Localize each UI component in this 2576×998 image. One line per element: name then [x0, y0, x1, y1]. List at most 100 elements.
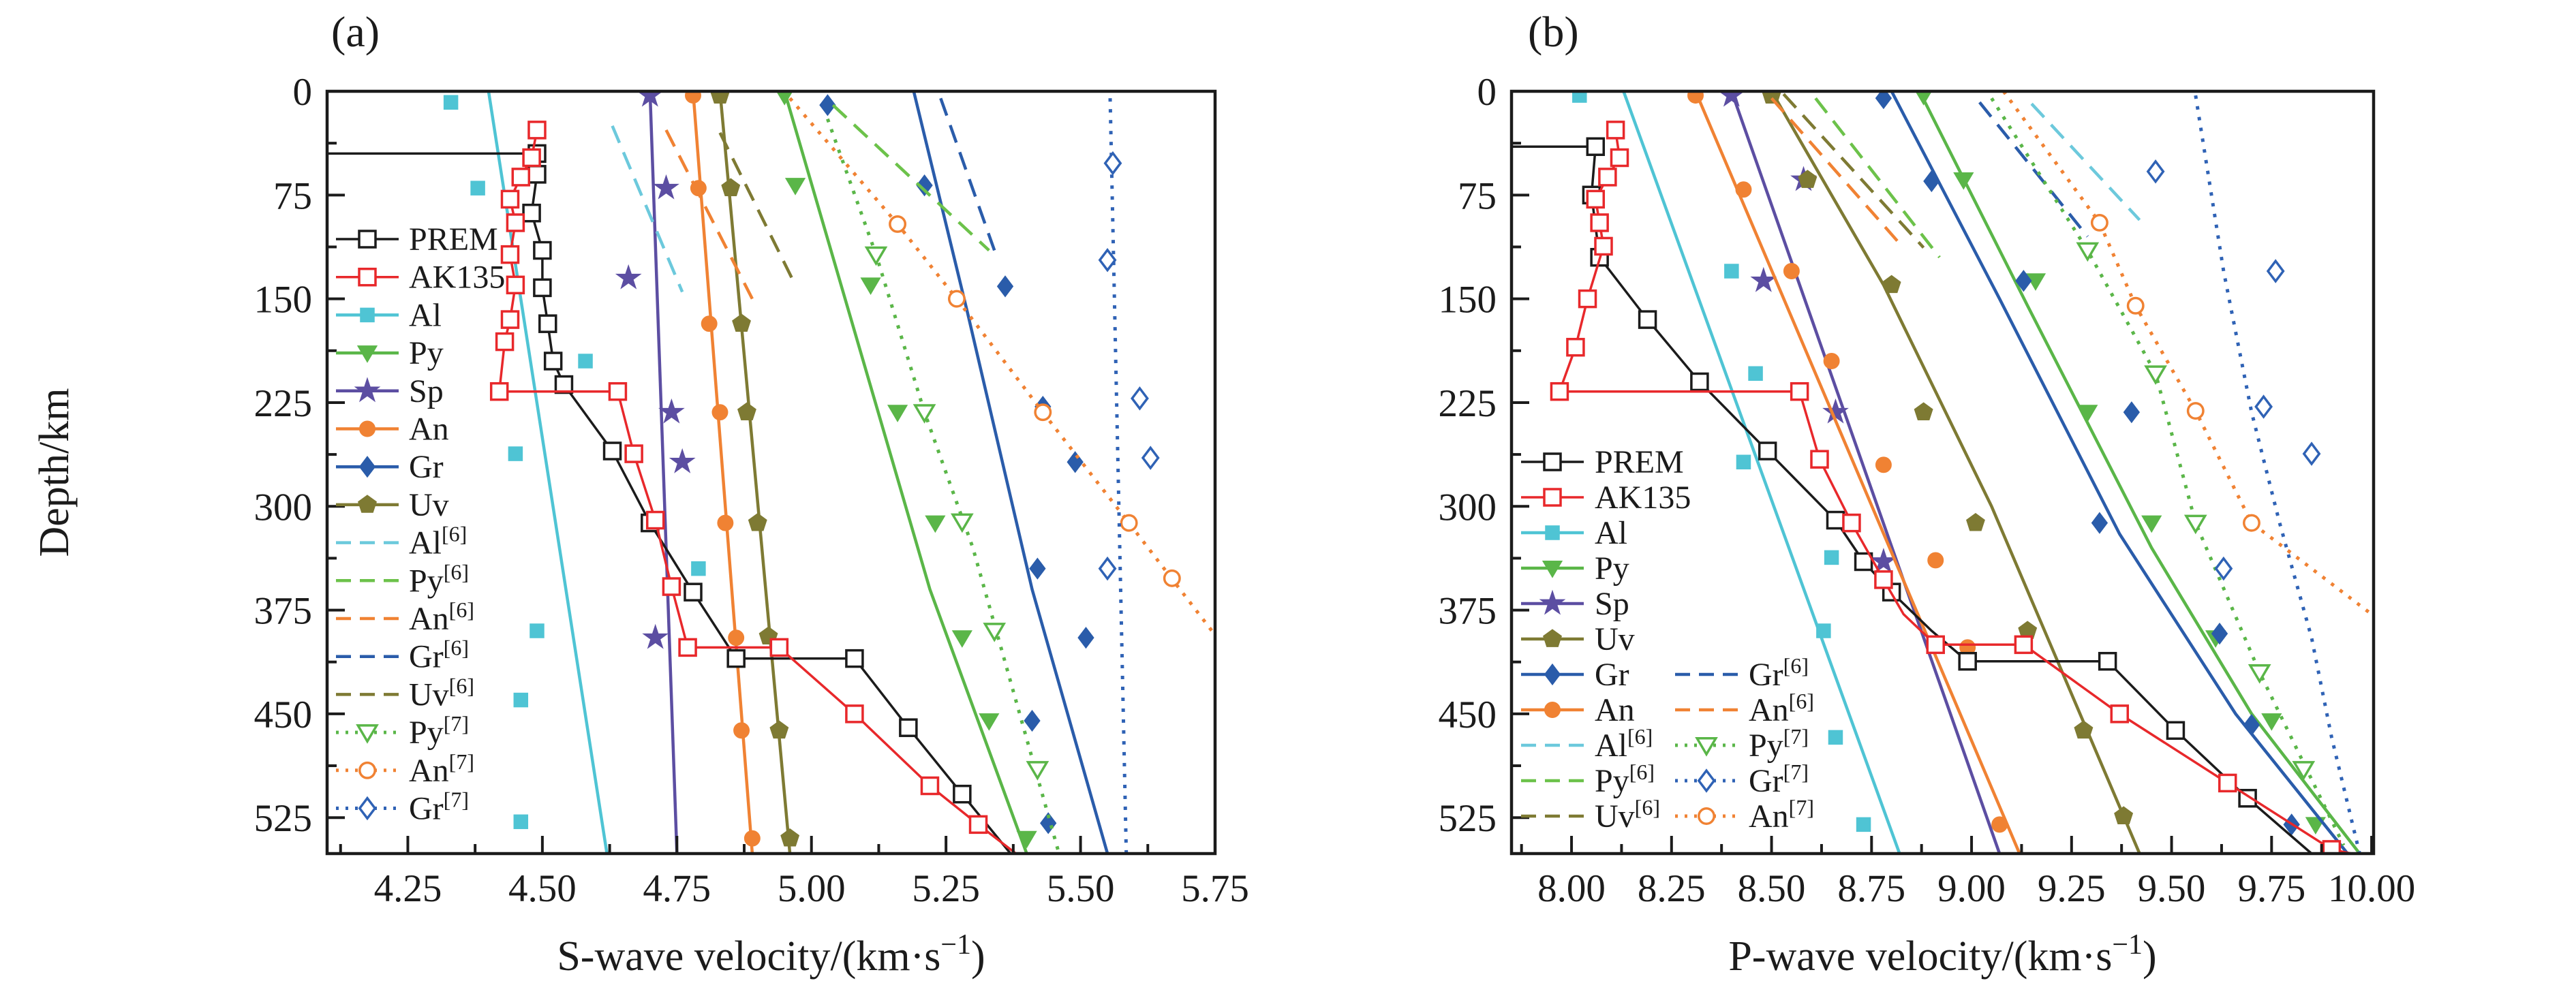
legend-marker-Gr — [1544, 663, 1561, 686]
legend-item-b-Al6: Al[6] — [1521, 724, 1653, 764]
series-a-Al-marker — [691, 561, 706, 576]
x-tick-label: 10.00 — [2328, 867, 2415, 910]
legend-marker-An7 — [1698, 807, 1715, 825]
series-a-PREM-marker — [554, 375, 574, 394]
series-b-Gr7-marker — [2146, 159, 2165, 184]
legend-marker-An7 — [358, 761, 376, 779]
legend-label-AK135: AK135 — [409, 260, 505, 296]
series-a-An-markers — [685, 90, 761, 847]
y-tick-label: 75 — [1458, 174, 1497, 217]
series-a-An7-marker — [1034, 403, 1052, 422]
series-b-Py6-line — [1814, 97, 1941, 259]
series-b-Py-marker — [2077, 405, 2098, 422]
series-b-Py7-marker — [2248, 664, 2271, 684]
legend-label-An: An — [409, 411, 449, 448]
x-tick-label: 4.75 — [643, 867, 711, 910]
legend-item-b-Py6: Py[6] — [1521, 760, 1655, 799]
x-tick-label: 9.25 — [2038, 867, 2106, 910]
series-a-Py-markers — [775, 90, 1037, 849]
series-b-Uv6-line — [1782, 93, 1925, 249]
series-a-Gr-marker — [1029, 557, 1046, 580]
x-tick-label: 8.25 — [1638, 867, 1706, 910]
legend-item-b-AK135: AK135 — [1521, 480, 1691, 516]
series-b-PREM-marker — [2098, 651, 2117, 671]
series-b-Uv-marker — [2114, 806, 2134, 825]
series-b-Gr7-marker — [2266, 259, 2285, 283]
series-b-Al-line — [1622, 91, 1901, 854]
series-a-AK135-marker — [845, 704, 864, 723]
series-a-Gr7-marker — [1131, 386, 1149, 411]
series-b-Py7-marker — [2076, 242, 2100, 262]
legend-item-a-Gr6: Gr[6] — [336, 636, 469, 675]
series-a-Py7-marker — [950, 513, 974, 533]
legend-item-b-PREM: PREM — [1521, 444, 1684, 480]
series-b-AK135-marker — [1610, 148, 1629, 168]
legend-marker-Sp — [354, 377, 381, 403]
series-a-An-line — [691, 91, 754, 854]
series-b-An-marker — [1927, 552, 1944, 569]
legend-label-Gr6: Gr[6] — [1749, 653, 1809, 693]
series-a-An7-line — [788, 97, 1216, 636]
legend-label-Al: Al — [409, 297, 442, 333]
series-b-PREM-marker — [1958, 651, 1977, 671]
series-b-Al6-line — [2030, 102, 2141, 221]
series-a-Uv-marker — [769, 720, 789, 739]
legend-label-Uv6: Uv[6] — [409, 673, 474, 713]
series-b-Uv-marker — [1966, 512, 1985, 531]
series-b-AK135-marker — [1810, 450, 1829, 469]
series-a-An7-marker — [947, 290, 966, 308]
legend-marker-An — [359, 420, 375, 437]
y-tick-label: 375 — [254, 590, 313, 633]
x-tick-label: 9.50 — [2138, 867, 2206, 910]
series-b-Al-marker — [1828, 730, 1843, 745]
legend-label-Py6: Py[6] — [1595, 760, 1655, 799]
legend-item-a-Al6: Al[6] — [336, 522, 467, 561]
series-a-Al-marker — [508, 446, 523, 461]
panel-b-title: (b) — [1528, 7, 1579, 56]
series-a-An-marker — [733, 722, 750, 739]
series-b-Uv-marker — [1798, 170, 1818, 188]
series-b-Gr7-marker — [2302, 441, 2321, 466]
series-b-AK135-marker — [1598, 168, 1617, 187]
x-tick-label: 9.75 — [2237, 867, 2305, 910]
series-b-PREM-marker — [1638, 310, 1657, 329]
y-tick-label: 300 — [254, 486, 313, 529]
legend-label-Py: Py — [1595, 550, 1629, 587]
legend-item-a-Uv: Uv — [336, 487, 449, 523]
legend-label-Gr: Gr — [1595, 657, 1629, 693]
series-b-AK135-marker — [1926, 635, 1945, 655]
legend-marker-Gr7 — [358, 796, 377, 821]
series-a-AK135-marker — [920, 776, 940, 796]
x-tick-label: 4.50 — [508, 867, 577, 910]
series-a-AK135-marker — [624, 444, 643, 463]
series-b-AK135-marker — [2322, 840, 2342, 855]
series-a-PREM-marker — [543, 352, 563, 371]
series-b-Al-marker — [1748, 366, 1763, 381]
series-a-Sp-markers — [615, 90, 696, 649]
series-a-AK135-marker — [645, 510, 665, 530]
series-a-Gr-marker — [1024, 709, 1041, 732]
series-b-An-marker — [1991, 816, 2008, 833]
legend-item-a-Sp: Sp — [336, 373, 444, 409]
series-b-An7-marker — [2186, 402, 2205, 420]
series-a-An7-markers — [889, 215, 1181, 587]
legend-label-Uv: Uv — [409, 487, 449, 523]
series-b-Sp-marker — [1750, 266, 1777, 292]
series-b-AK135-marker — [2218, 773, 2237, 793]
series-a-PREM-marker — [899, 718, 918, 737]
y-tick-label: 450 — [1439, 693, 1497, 736]
series-b-Al-marker — [1856, 817, 1871, 832]
series-b-Uv-line — [1770, 90, 2141, 854]
series-a-PREM-marker — [533, 240, 552, 260]
series-b-AK135-marker — [1566, 337, 1585, 357]
series-b-Py-marker — [2141, 515, 2162, 533]
panel-b-series — [1512, 90, 2373, 855]
series-a-An-marker — [717, 514, 734, 531]
legend-marker-Sp — [1539, 589, 1566, 615]
series-a-Uv-marker — [780, 828, 800, 847]
legend-label-Uv6: Uv[6] — [1595, 795, 1660, 835]
series-b-An7-line — [2002, 90, 2373, 616]
legend-item-a-An6: An[6] — [336, 597, 474, 637]
series-b-Gr-marker — [2211, 622, 2228, 645]
legend-label-Gr6: Gr[6] — [409, 636, 469, 675]
